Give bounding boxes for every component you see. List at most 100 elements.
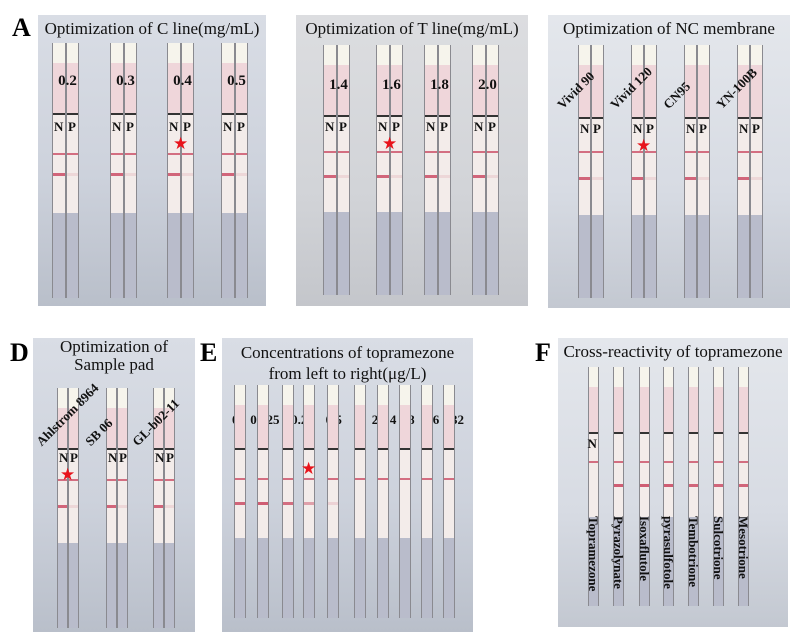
pair-label-n: N [169, 119, 179, 134]
sample-pad [738, 215, 749, 298]
test-line [439, 175, 450, 178]
conjugate-pad [487, 65, 498, 115]
panel-title: Cross-reactivity of topramezone [563, 342, 783, 361]
test-line [107, 505, 116, 508]
pad-edge-line [645, 117, 656, 119]
absorbent-pad [111, 43, 123, 63]
strip-label: 8 [408, 412, 415, 427]
pad-edge-line [751, 117, 762, 119]
strip-negative [221, 43, 235, 298]
absorbent-pad [685, 45, 696, 65]
pair-label-n: N [686, 121, 696, 136]
sample-pad [258, 538, 268, 618]
test-strip [354, 385, 366, 618]
control-line [107, 479, 116, 481]
test-line [751, 177, 762, 180]
absorbent-pad [378, 385, 388, 405]
control-line [324, 151, 336, 153]
strip-label: pyrasulfotole [660, 516, 676, 589]
pair-label-p: P [119, 450, 127, 465]
test-line [53, 173, 65, 176]
pad-edge-line [338, 115, 349, 117]
test-line [592, 177, 603, 180]
conjugate-pad [53, 63, 65, 113]
absorbent-pad [738, 45, 749, 65]
absorbent-pad [324, 45, 336, 65]
panel-photo-c: Optimization of NC membrane N P Vivid 90 N P V… [548, 15, 790, 308]
conjugate-pad [283, 405, 293, 448]
pad-edge-line [182, 113, 193, 115]
test-line [222, 173, 234, 176]
absorbent-pad [107, 388, 116, 408]
nc-membrane [425, 117, 437, 212]
control-line [328, 478, 338, 480]
test-strip [377, 385, 389, 618]
test-strip [399, 385, 411, 618]
test-line [258, 502, 268, 505]
nc-membrane [377, 117, 389, 212]
strip-negative [737, 45, 750, 298]
test-line [58, 505, 67, 508]
conjugate-pad [67, 63, 78, 113]
panel-letter-d: D [10, 338, 29, 367]
strip-label: 1.6 [382, 77, 401, 93]
sample-pad [53, 213, 65, 298]
strip-negative [323, 45, 337, 295]
conjugate-pad [738, 65, 749, 117]
absorbent-pad [154, 388, 163, 408]
test-line [338, 175, 349, 178]
nc-membrane [391, 117, 402, 212]
panel-photo-d: Optimization of Sample pad N P Ahlstrom 8964… [33, 338, 195, 632]
pad-edge-line [613, 432, 623, 434]
strip-label: 1.4 [329, 77, 348, 93]
nc-membrane [235, 450, 245, 538]
test-strip [327, 385, 339, 618]
control-line [355, 478, 365, 480]
strip-positive [68, 388, 79, 628]
pad-edge-line [738, 117, 749, 119]
conjugate-pad [182, 63, 193, 113]
pair-label-n: N [739, 121, 749, 136]
sample-pad [663, 517, 673, 606]
strip-negative [167, 43, 181, 298]
pad-edge-line [685, 117, 696, 119]
pad-edge-line [632, 117, 643, 119]
panel-title: Optimization of C line(mg/mL) [44, 19, 260, 38]
control-line [304, 478, 314, 480]
test-line [632, 177, 643, 180]
absorbent-pad [639, 367, 649, 387]
conjugate-pad [444, 405, 454, 448]
star-marker-icon: ★ [173, 134, 189, 153]
panel-letter-f: F [535, 338, 551, 367]
sample-pad [324, 212, 336, 295]
test-line [663, 484, 673, 487]
sample-pad [168, 213, 180, 298]
control-line [632, 151, 643, 153]
pair-label-p: P [488, 119, 496, 134]
pair-label-p: P [237, 119, 245, 134]
pair-label-n: N [325, 119, 335, 134]
absorbent-pad [58, 388, 67, 408]
pad-edge-line [592, 117, 603, 119]
strip-positive [337, 45, 350, 295]
control-line [588, 461, 598, 463]
strip-label: 2 [371, 412, 379, 427]
conjugate-pad [168, 63, 180, 113]
panel-photo-f: Cross-reactivity of topramezone Topramezo… [558, 338, 788, 627]
sample-pad [444, 538, 454, 618]
control-line [639, 461, 649, 463]
control-line [663, 461, 673, 463]
control-line [645, 151, 656, 153]
pair-label-n: N [633, 121, 643, 136]
nc-membrane [222, 115, 234, 213]
conjugate-pad [738, 387, 748, 432]
conjugate-pad [222, 63, 234, 113]
control-line [738, 461, 748, 463]
absorbent-pad [645, 45, 656, 65]
test-line [328, 502, 338, 505]
conjugate-pad [118, 408, 127, 448]
conjugate-pad [685, 65, 696, 117]
conjugate-pad [639, 387, 649, 432]
pad-edge-line [473, 115, 485, 117]
control-line [738, 151, 749, 153]
